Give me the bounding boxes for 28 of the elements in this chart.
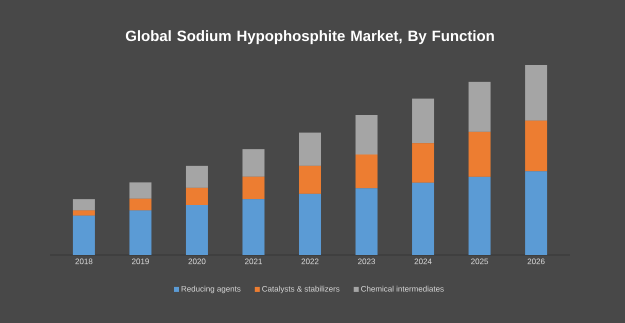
bar [356,154,378,188]
bar [186,205,208,255]
bar [412,143,434,183]
bar [299,166,322,194]
bar [356,114,378,154]
bar [525,120,548,172]
bar [525,171,548,255]
bar [242,199,264,255]
bar [129,182,152,199]
bar [129,198,152,210]
bar [72,216,95,255]
bar [468,82,491,132]
bar [468,176,491,255]
bar [299,132,322,166]
bar [242,176,264,200]
bar [412,98,434,144]
bar [72,199,95,210]
bar [129,210,152,255]
bar [72,210,95,216]
bar [525,65,548,121]
chart-title: Global Sodium Hypophosphite Market, By Function [126,30,494,44]
bar [186,166,208,188]
bar [186,188,208,206]
bar [468,132,491,177]
bar [299,194,322,255]
bar [242,149,264,177]
bar [356,188,378,255]
bar [412,182,434,255]
